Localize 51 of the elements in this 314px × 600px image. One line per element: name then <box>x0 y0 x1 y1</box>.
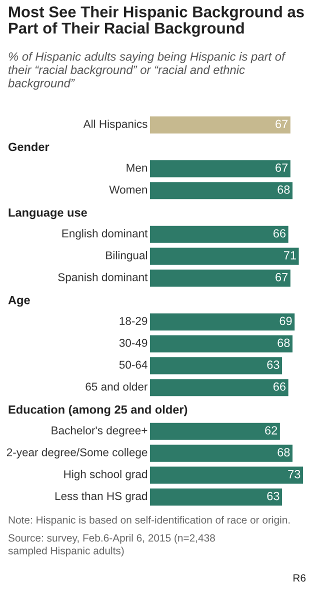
y-tick-label: 65 and older <box>86 382 148 391</box>
y-tick-label: Spanish dominant <box>58 272 148 284</box>
bar <box>150 248 299 265</box>
chart-subtitle: % of Hispanic adults saying being Hispanic is part of their “racial background” or “racial and ethnic background” <box>8 52 286 90</box>
bar <box>150 488 282 506</box>
text: Age <box>8 296 30 307</box>
data-label: 63 <box>267 360 280 369</box>
data-label: 71 <box>284 251 296 260</box>
annotation: Education (among 25 and older) <box>8 405 188 416</box>
bar <box>150 335 293 352</box>
y-tick-label: 18-29 <box>120 317 148 325</box>
data-label: 63 <box>267 492 280 500</box>
bar <box>150 313 295 330</box>
bar <box>150 379 288 396</box>
y-tick-label: Women <box>109 186 147 194</box>
data-label: 69 <box>280 316 292 326</box>
data-label: 67 <box>276 164 288 172</box>
text: Gender <box>8 142 50 152</box>
y-tick-label: Men <box>126 164 147 172</box>
data-label: 67 <box>276 272 288 282</box>
y-tick-label: 50-64 <box>119 360 148 369</box>
y-tick-label: 30-49 <box>119 338 148 347</box>
data-label: 68 <box>278 185 290 194</box>
data-label: 62 <box>265 426 278 435</box>
bar <box>150 116 290 134</box>
y-tick-label: English dominant <box>62 229 148 240</box>
y-tick-label: Less than HS grad <box>55 492 147 502</box>
y-tick-label: Bilingual <box>106 251 147 262</box>
y-tick-label: All Hispanics <box>83 120 148 130</box>
bar <box>150 466 303 484</box>
y-tick-label: 2-year degree/Some college <box>6 448 148 459</box>
text: Note: Hispanic is based on self-identification of race or origin. <box>8 516 290 526</box>
bar <box>150 357 282 374</box>
source-note: Source: survey, Feb.6-April 6, 2015 (n=2,438 sampled Hispanic adults) <box>8 534 215 556</box>
bar <box>150 160 290 178</box>
bar <box>150 270 290 287</box>
data-label: 73 <box>288 470 300 478</box>
y-tick-label: Bachelor's degree+ <box>52 426 148 437</box>
bar <box>150 182 293 200</box>
bar <box>150 422 280 440</box>
data-label: 66 <box>274 382 286 391</box>
text: R6 <box>294 574 306 582</box>
data-label: 68 <box>278 448 290 456</box>
data-label: 66 <box>274 229 286 238</box>
chart-title: Most See Their Hispanic Background as Part of Their Racial Background <box>9 6 304 37</box>
data-label: 67 <box>276 120 288 128</box>
bar <box>150 226 288 243</box>
bar <box>150 444 293 462</box>
data-label: 68 <box>278 338 290 347</box>
text: Language use <box>8 208 87 220</box>
y-tick-label: High school grad <box>64 470 147 480</box>
